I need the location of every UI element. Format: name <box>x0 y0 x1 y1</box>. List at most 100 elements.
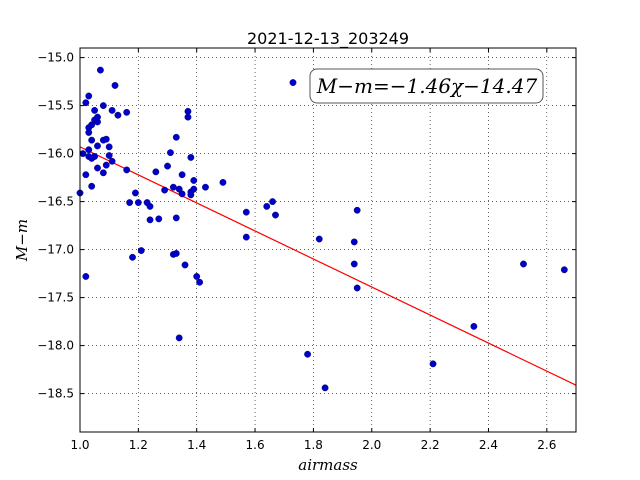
data-point <box>315 235 323 243</box>
data-point <box>353 284 361 292</box>
chart-title: 2021-12-13_203249 <box>247 29 409 49</box>
x-tick-label: 2.4 <box>479 438 498 452</box>
x-tick-label: 1.0 <box>70 438 89 452</box>
data-point <box>242 233 250 241</box>
data-point <box>184 113 192 121</box>
x-tick-label: 2.0 <box>362 438 381 452</box>
data-point <box>470 322 478 330</box>
data-point <box>167 149 174 157</box>
data-point <box>169 183 177 191</box>
data-point <box>161 186 169 194</box>
plot-frame <box>79 47 577 433</box>
data-point <box>190 185 198 193</box>
data-point <box>88 182 96 190</box>
data-point <box>152 168 160 176</box>
data-point <box>88 136 96 144</box>
data-point <box>132 189 139 197</box>
y-tick-label: −15.5 <box>37 99 74 113</box>
data-point <box>520 260 527 268</box>
data-point <box>263 202 271 210</box>
data-point <box>178 190 186 198</box>
data-point <box>85 92 93 100</box>
y-tick-label: −16.5 <box>37 195 74 209</box>
y-tick-label: −17.0 <box>37 243 74 257</box>
data-point <box>146 202 154 210</box>
data-point <box>560 266 568 274</box>
data-point <box>82 171 90 179</box>
data-point <box>172 214 180 222</box>
x-axis-label: airmass <box>298 456 358 474</box>
data-point <box>289 79 297 86</box>
y-tick-label: −18.5 <box>37 387 74 401</box>
data-point <box>178 171 186 179</box>
data-point <box>111 82 119 89</box>
data-point <box>85 146 93 154</box>
data-point <box>184 107 192 115</box>
data-point <box>350 260 358 268</box>
data-point <box>269 198 276 206</box>
fit-line-layer <box>79 146 577 386</box>
data-point <box>242 208 250 216</box>
data-point <box>146 216 154 224</box>
data-point <box>94 113 101 121</box>
data-point <box>304 350 311 358</box>
x-tick-label: 1.4 <box>187 438 206 452</box>
data-point <box>350 238 358 246</box>
x-tick-label: 1.8 <box>304 438 323 452</box>
y-tick-label: −16.0 <box>37 147 74 161</box>
data-point <box>108 157 116 165</box>
data-point <box>137 247 145 254</box>
data-point <box>108 107 116 114</box>
data-point <box>429 360 437 368</box>
data-point <box>190 177 198 184</box>
data-point <box>94 142 101 150</box>
y-tick-label: −15.0 <box>37 51 74 65</box>
ticks: 1.0 1.2 1.4 1.6 1.8 2.0 2.2 2.4 2.6 −15.0 −15.5 −16… <box>37 48 576 452</box>
fit-line <box>79 146 577 386</box>
data-points <box>76 66 568 392</box>
data-point <box>164 162 171 170</box>
fit-equation-frame <box>309 68 544 104</box>
data-point <box>105 143 113 151</box>
data-point <box>105 152 113 159</box>
data-point <box>187 154 195 161</box>
x-tick-label: 2.2 <box>421 438 440 452</box>
x-tick-label: 1.6 <box>246 438 265 452</box>
data-point <box>129 253 136 261</box>
data-point <box>321 384 329 392</box>
x-tick-label: 2.6 <box>537 438 556 452</box>
data-point <box>272 211 279 219</box>
data-point <box>123 166 131 174</box>
data-point <box>114 111 122 119</box>
data-point <box>82 273 90 280</box>
data-point <box>175 334 183 342</box>
x-tick-label: 1.2 <box>129 438 148 452</box>
data-point <box>172 133 180 141</box>
y-tick-label: −17.5 <box>37 291 74 305</box>
data-point <box>155 215 163 223</box>
data-point <box>219 178 227 186</box>
y-axis-label: M−m <box>13 219 31 262</box>
data-point <box>353 206 361 214</box>
data-point <box>102 135 110 143</box>
data-point <box>134 199 142 206</box>
data-point <box>172 250 180 257</box>
fit-equation: M−m=−1.46χ−14.47 <box>316 74 538 98</box>
data-point <box>126 199 134 206</box>
data-point <box>102 161 110 169</box>
data-point <box>91 107 98 114</box>
data-point <box>82 99 90 107</box>
data-point <box>94 164 101 172</box>
data-point <box>196 278 204 286</box>
fit-equation-box: M−m=−1.46χ−14.47 <box>309 68 544 104</box>
data-point <box>99 102 107 110</box>
grid <box>80 48 576 432</box>
data-point <box>202 183 209 191</box>
data-point <box>97 66 104 74</box>
data-point <box>91 153 98 160</box>
data-point <box>99 169 107 177</box>
data-point <box>181 261 189 269</box>
data-point <box>193 273 201 280</box>
data-point <box>123 108 131 116</box>
